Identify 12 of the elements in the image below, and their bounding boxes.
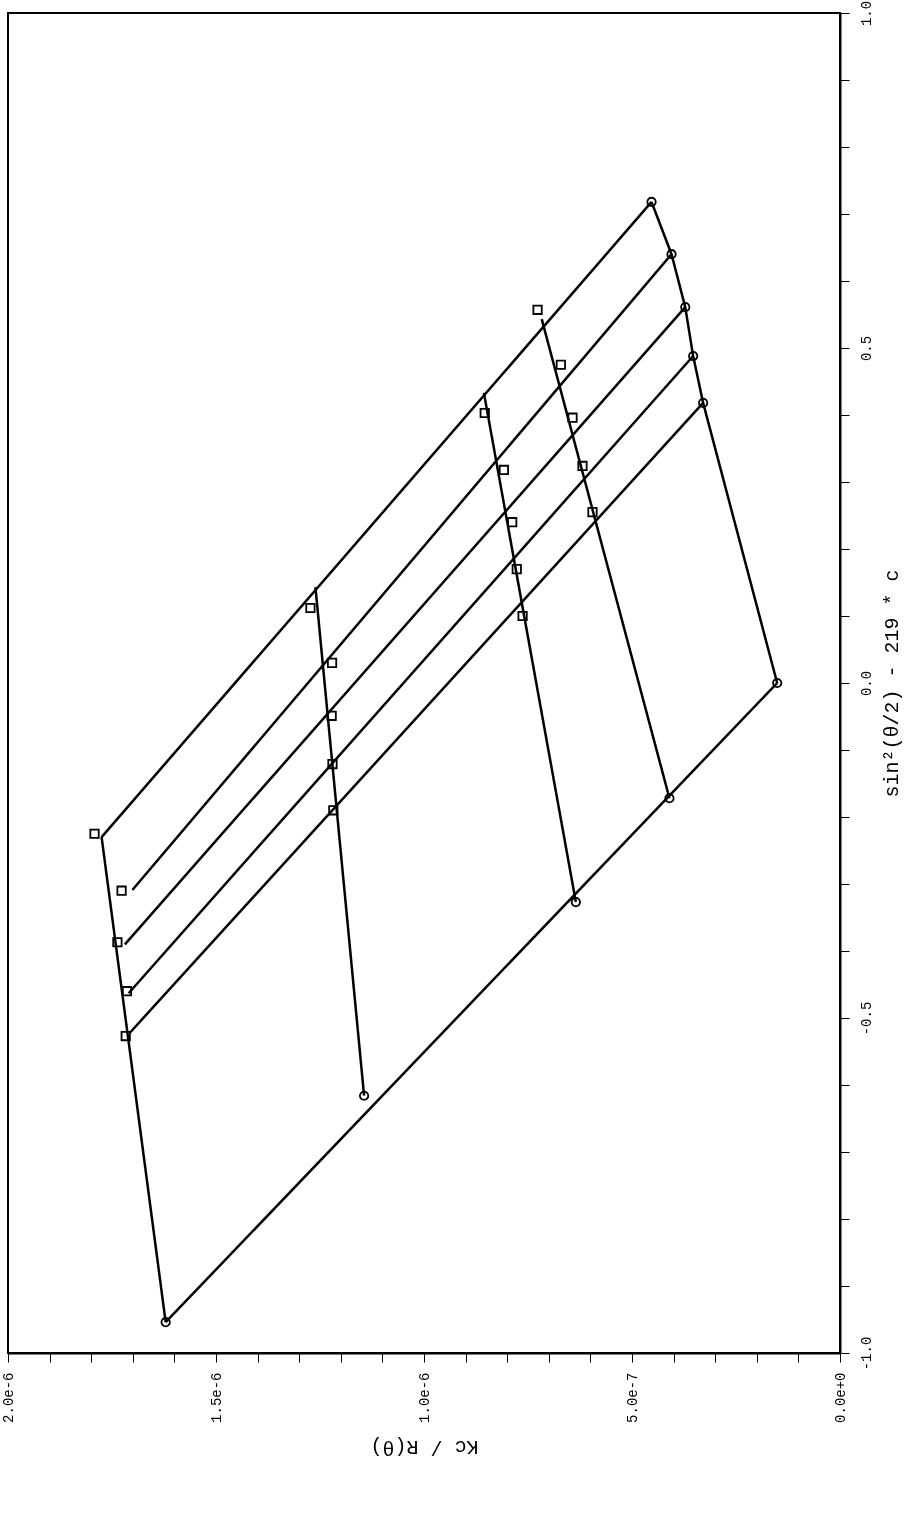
x-tick-label: 1.5e-6	[208, 1372, 225, 1423]
y-tick-label: 0.0	[858, 670, 875, 697]
y-tick-label: -0.5	[858, 1001, 875, 1036]
y-tick-label: 1.0	[858, 0, 875, 27]
x-tick-label: 0.0e+0	[832, 1372, 849, 1423]
y-tick-label: 0.5	[858, 335, 875, 362]
x-tick-label: 1.0e-6	[416, 1372, 433, 1423]
x-tick-label: 2.0e-6	[0, 1372, 17, 1423]
y-tick-label: -1.0	[858, 1336, 875, 1371]
y-axis-title: sin²(θ/2) - 219 * c	[880, 569, 904, 798]
x-tick-label: 5.0e-7	[624, 1372, 641, 1423]
x-axis-title: Kc / R(θ)	[370, 1434, 479, 1458]
